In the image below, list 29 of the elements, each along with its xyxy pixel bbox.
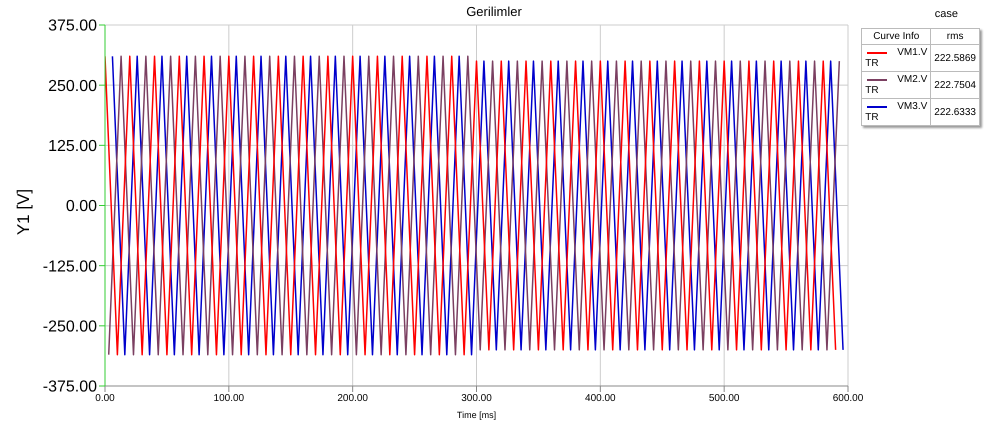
chart-title: Gerilimler	[466, 4, 522, 19]
y-tick-label: 125.00	[48, 138, 98, 156]
text: 222.5869	[930, 44, 980, 72]
x-tick-label: 600.00	[832, 393, 864, 404]
text: case	[934, 8, 958, 20]
text: TR	[865, 58, 880, 69]
x-tick-label: 200.00	[337, 393, 368, 404]
x-tick-label: 300.00	[461, 393, 492, 404]
x-tick-label: 400.00	[585, 393, 616, 404]
legend-label: VM1.V	[897, 47, 928, 58]
x-tick-label: 0.00	[95, 393, 116, 404]
y-tick-label: -375.00	[42, 378, 98, 396]
y-axis-title: Y1 [V]	[14, 188, 34, 236]
text: rms	[930, 28, 980, 44]
y-tick-label: 0.00	[66, 198, 98, 216]
x-tick-label: 100.00	[214, 393, 245, 404]
x-tick-label: 500.00	[708, 393, 740, 404]
text: TR	[865, 112, 880, 123]
text: Curve Info	[862, 28, 931, 44]
legend-label: VM2.V	[897, 74, 928, 85]
text: TR	[865, 85, 880, 96]
text: 222.7504	[930, 72, 980, 98]
x-axis-title: Time [ms]	[456, 410, 496, 420]
y-tick-label: -250.00	[42, 318, 98, 336]
y-tick-label: -125.00	[42, 258, 98, 276]
y-tick-label: 375.00	[48, 18, 98, 35]
legend-label: VM3.V	[897, 101, 928, 112]
text: 222.6333	[930, 98, 980, 126]
y-tick-label: 250.00	[48, 78, 98, 95]
